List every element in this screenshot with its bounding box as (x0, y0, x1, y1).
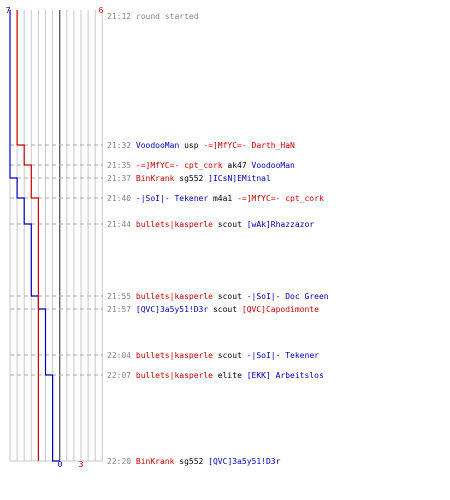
event-line: 21:44 bullets|kasperle scout [wAk]Rhazza… (107, 220, 314, 229)
event-weapon: usp (184, 141, 203, 150)
red-end-score: 3 (79, 460, 84, 469)
event-weapon: elite (218, 371, 247, 380)
event-line: 21:32 VoodooMan usp -=]MfYC=- Darth_HaN (107, 141, 295, 150)
event-time: 21:44 (107, 220, 136, 229)
event-killer: [QVC]3a5y51!D3r (136, 305, 213, 314)
event-weapon: sg552 (179, 457, 208, 466)
event-line: 22:07 bullets|kasperle elite [EKK] Arbei… (107, 371, 324, 380)
event-killer: bullets|kasperle (136, 220, 218, 229)
event-weapon: scout (218, 351, 247, 360)
event-line: 21:57 [QVC]3a5y51!D3r scout [QVC]Capodim… (107, 305, 319, 314)
event-victim: -=]MfYC=- Darth_HaN (203, 141, 295, 150)
blue-start-score: 7 (6, 6, 11, 15)
event-line: 21:12 round started (107, 12, 199, 21)
event-time: 22:04 (107, 351, 136, 360)
event-line: 21:35 -=]MfYC=- cpt_cork ak47 VoodooMan (107, 161, 295, 170)
event-killer: bullets|kasperle (136, 351, 218, 360)
event-victim: [QVC]Capodimonte (242, 305, 319, 314)
event-killer: bullets|kasperle (136, 371, 218, 380)
event-time: 21:32 (107, 141, 136, 150)
event-weapon: scout (218, 292, 247, 301)
event-line: 21:37 BinKrank sg552 ]ICsN]EMitnal (107, 174, 271, 183)
blue-team-score-line (9, 10, 60, 462)
event-killer: -|SoI|- Tekener (136, 194, 213, 203)
event-weapon: scout (213, 305, 242, 314)
event-victim: VoodooMan (252, 161, 296, 170)
red-team-score-line (16, 10, 39, 461)
event-line: 22:04 bullets|kasperle scout -|SoI|- Tek… (107, 351, 319, 360)
event-victim: -|SoI|- Doc Green (247, 292, 329, 301)
event-line: 22:20 BinKrank sg552 [QVC]3a5y51!D3r (107, 457, 281, 466)
event-time: 21:57 (107, 305, 136, 314)
event-victim: [EKK] Arbeitslos (247, 371, 324, 380)
event-time: 21:37 (107, 174, 136, 183)
event-killer: BinKrank (136, 174, 179, 183)
event-line: 21:55 bullets|kasperle scout -|SoI|- Doc… (107, 292, 329, 301)
event-time: 21:35 (107, 161, 136, 170)
event-time: 21:12 (107, 12, 136, 21)
event-time: 22:07 (107, 371, 136, 380)
event-weapon: m4a1 (213, 194, 237, 203)
event-time: 22:20 (107, 457, 136, 466)
event-time: 21:55 (107, 292, 136, 301)
event-note: round started (136, 12, 199, 21)
event-weapon: ak47 (227, 161, 251, 170)
event-victim: [QVC]3a5y51!D3r (208, 457, 280, 466)
event-killer: bullets|kasperle (136, 292, 218, 301)
event-victim: [wAk]Rhazzazor (247, 220, 315, 229)
event-victim: -|SoI|- Tekener (247, 351, 319, 360)
event-line: 21:40 -|SoI|- Tekener m4a1 -=]MfYC=- cpt… (107, 194, 324, 203)
red-start-score: 6 (99, 6, 104, 15)
event-weapon: scout (218, 220, 247, 229)
blue-end-score: 0 (58, 460, 63, 469)
event-victim: ]ICsN]EMitnal (208, 174, 271, 183)
event-victim: -=]MfYC=- cpt_cork (237, 194, 324, 203)
event-killer: VoodooMan (136, 141, 184, 150)
event-time: 21:40 (107, 194, 136, 203)
event-weapon: sg552 (179, 174, 208, 183)
event-killer: BinKrank (136, 457, 179, 466)
event-killer: -=]MfYC=- cpt_cork (136, 161, 228, 170)
